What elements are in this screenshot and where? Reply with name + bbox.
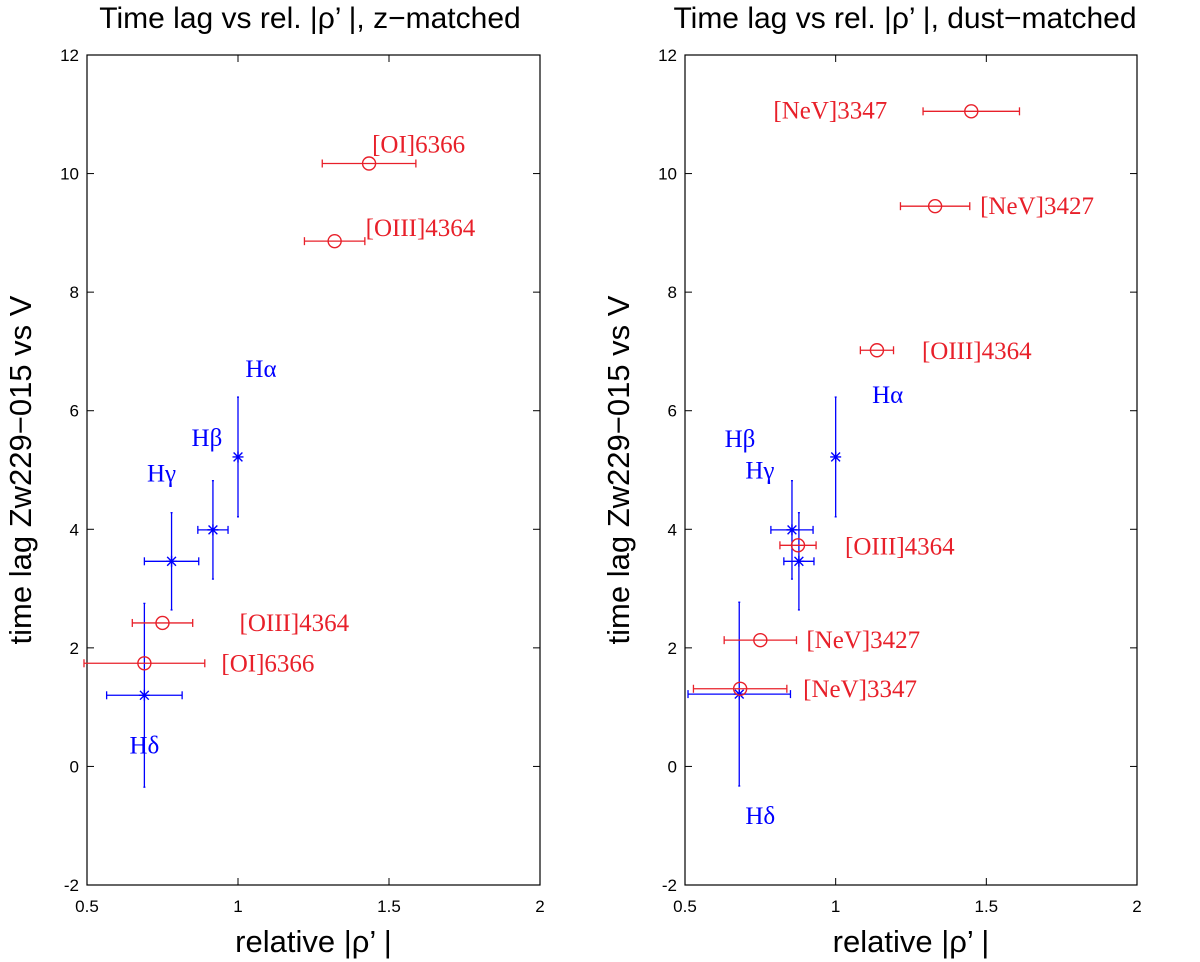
point-marker <box>830 451 842 463</box>
point-label: Hγ <box>745 457 774 484</box>
point-marker <box>207 524 219 536</box>
x-error-bar <box>922 107 1021 116</box>
x-axis-label: relative |ρ’ | <box>235 924 392 959</box>
y-tick-label: 0 <box>668 757 677 776</box>
y-tick-label: 4 <box>668 520 677 539</box>
x-tick-label: 1 <box>831 897 840 916</box>
x-error-bar <box>131 618 194 627</box>
y-tick-label: 4 <box>70 520 79 539</box>
x-error-bar <box>303 237 366 246</box>
x-error-bar <box>723 636 798 645</box>
x-tick-label: 0.5 <box>75 897 99 916</box>
plot-area <box>86 54 541 886</box>
x-tick-label: 2 <box>535 897 544 916</box>
point-marker <box>166 555 178 567</box>
plot-panel: Time lag vs rel. |ρ’ |, z−matched relativ… <box>3 2 545 959</box>
point-marker <box>137 656 152 671</box>
point-marker <box>327 233 342 249</box>
x-error-bar <box>779 541 817 550</box>
point-marker <box>732 681 748 696</box>
plot-panel: Time lag vs rel. |ρ’ |, dust−matched rela… <box>601 2 1142 959</box>
y-tick-label: 12 <box>60 46 79 65</box>
point-label: [OIII]4364 <box>240 610 350 637</box>
x-tick-label: 1 <box>233 897 242 916</box>
y-tick-label: 10 <box>60 165 79 184</box>
point-label: [OIII]4364 <box>922 338 1032 365</box>
point-marker <box>733 688 745 700</box>
point-marker <box>869 343 885 358</box>
point-label: Hβ <box>725 426 756 453</box>
y-tick-label: 6 <box>668 402 677 421</box>
x-error-bar <box>321 159 417 168</box>
point-label: [OIII]4364 <box>845 533 955 560</box>
y-tick-label: 12 <box>658 46 677 65</box>
y-axis-label: time lag Zw229−015 vs V <box>3 295 38 644</box>
point-label: [NeV]3347 <box>803 676 917 703</box>
y-tick-label: -2 <box>662 876 677 895</box>
point-marker <box>790 538 806 553</box>
x-error-bar <box>83 659 206 668</box>
y-tick-label: 10 <box>658 165 677 184</box>
point-label: Hδ <box>129 732 159 759</box>
point-label: Hα <box>245 356 276 383</box>
x-tick-label: 1.5 <box>377 897 401 916</box>
x-error-bar <box>899 202 971 211</box>
point-label: [NeV]3427 <box>806 627 920 654</box>
chart-title: Time lag vs rel. |ρ’ |, z−matched <box>99 2 520 35</box>
point-marker <box>155 615 170 631</box>
point-label: Hδ <box>745 803 775 830</box>
x-tick-label: 2 <box>1132 897 1141 916</box>
x-error-bar <box>859 346 895 355</box>
point-label: [OI]6366 <box>221 650 314 677</box>
x-tick-label: 1.5 <box>975 897 999 916</box>
chart-title: Time lag vs rel. |ρ’ |, dust−matched <box>673 2 1136 35</box>
point-label: Hγ <box>147 460 176 487</box>
point-marker <box>793 555 805 567</box>
point-marker <box>361 156 377 171</box>
point-marker <box>964 104 979 119</box>
point-marker <box>138 689 150 701</box>
point-marker <box>753 632 768 648</box>
y-tick-label: 2 <box>668 639 677 658</box>
point-label: [OIII]4364 <box>366 215 476 242</box>
y-tick-label: 2 <box>70 639 79 658</box>
point-label: [NeV]3347 <box>773 97 887 124</box>
x-axis-label: relative |ρ’ | <box>833 924 990 959</box>
point-label: Hα <box>872 382 903 409</box>
plot-area <box>684 54 1138 886</box>
y-tick-label: -2 <box>64 876 79 895</box>
y-tick-label: 6 <box>70 402 79 421</box>
point-marker <box>927 198 943 214</box>
point-label: [OI]6366 <box>372 131 465 158</box>
y-tick-label: 8 <box>668 283 677 302</box>
y-tick-label: 8 <box>70 283 79 302</box>
point-marker <box>232 451 244 463</box>
y-axis-label: time lag Zw229−015 vs V <box>601 295 636 644</box>
y-tick-label: 0 <box>70 757 79 776</box>
point-label: [NeV]3427 <box>980 193 1094 220</box>
point-label: Hβ <box>192 425 223 452</box>
x-error-bar <box>692 684 788 693</box>
point-marker <box>786 524 798 536</box>
x-tick-label: 0.5 <box>673 897 697 916</box>
